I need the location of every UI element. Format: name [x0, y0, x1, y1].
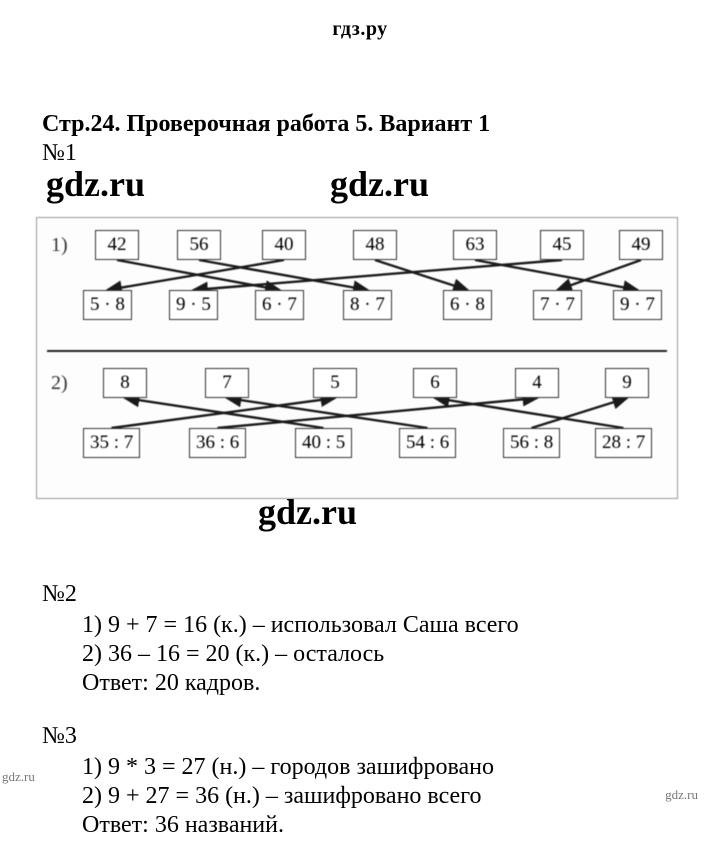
- value-box: 4: [515, 368, 559, 398]
- value-box: 48: [353, 230, 397, 260]
- value-box: 9: [605, 368, 649, 398]
- value-box: 7: [205, 368, 249, 398]
- watermark: gdz.ru: [46, 163, 145, 205]
- watermark-row-1: gdz.ru gdz.ru: [42, 169, 678, 211]
- value-box: 63: [453, 230, 497, 260]
- watermark-small: gdz.ru: [2, 769, 35, 785]
- watermark-small: gdz.ru: [665, 787, 698, 803]
- value-box: 42: [95, 230, 139, 260]
- value-box: 35 : 7: [83, 428, 140, 458]
- value-box: 36 : 6: [189, 428, 246, 458]
- matching-diagram: 1)425640486345495 · 89 · 56 · 78 · 76 · …: [36, 217, 678, 499]
- divider: [47, 350, 667, 352]
- problem-2: №2 1) 9 + 7 = 16 (к.) – использовал Саша…: [42, 581, 678, 697]
- watermark: gdz.ru: [258, 491, 357, 533]
- value-box: 49: [619, 230, 663, 260]
- page-title: Стр.24. Проверочная работа 5. Вариант 1: [42, 111, 678, 138]
- value-box: 40 : 5: [295, 428, 352, 458]
- part-label: 1): [51, 234, 68, 257]
- problem-3: №3 1) 9 * 3 = 27 (н.) – городов зашифров…: [42, 723, 678, 839]
- value-box: 6: [413, 368, 457, 398]
- problem-3-line: 2) 9 + 27 = 36 (н.) – зашифровано всего …: [42, 783, 678, 810]
- problem-3-line-text: 2) 9 + 27 = 36 (н.) – зашифровано всего: [82, 783, 481, 809]
- watermark-row-2: gdz.ru: [42, 499, 678, 555]
- problem-3-line: Ответ: 36 названий.: [42, 812, 678, 839]
- value-box: 40: [262, 230, 306, 260]
- value-box: 45: [540, 230, 584, 260]
- problem-3-line: 1) 9 * 3 = 27 (н.) – городов зашифровано: [42, 754, 678, 781]
- value-box: 5: [313, 368, 357, 398]
- value-box: 54 : 6: [399, 428, 456, 458]
- value-box: 9 · 5: [169, 290, 218, 320]
- value-box: 56: [177, 230, 221, 260]
- value-box: 6 · 8: [443, 290, 492, 320]
- value-box: 5 · 8: [83, 290, 132, 320]
- value-box: 56 : 8: [503, 428, 560, 458]
- value-box: 9 · 7: [613, 290, 662, 320]
- site-header: гдз.ру: [0, 0, 720, 49]
- value-box: 8: [103, 368, 147, 398]
- page-content: Стр.24. Проверочная работа 5. Вариант 1 …: [0, 49, 720, 851]
- part-label: 2): [51, 372, 68, 395]
- problem-2-line: Ответ: 20 кадров.: [42, 670, 678, 697]
- value-box: 28 : 7: [595, 428, 652, 458]
- problem-2-num: №2: [42, 581, 678, 608]
- problem-2-line: 2) 36 – 16 = 20 (к.) – осталось: [42, 641, 678, 668]
- value-box: 6 · 7: [255, 290, 304, 320]
- problem-3-num: №3: [42, 723, 678, 750]
- problem-2-line: 1) 9 + 7 = 16 (к.) – использовал Саша вс…: [42, 612, 678, 639]
- value-box: 8 · 7: [343, 290, 392, 320]
- value-box: 7 · 7: [533, 290, 582, 320]
- watermark: gdz.ru: [330, 163, 429, 205]
